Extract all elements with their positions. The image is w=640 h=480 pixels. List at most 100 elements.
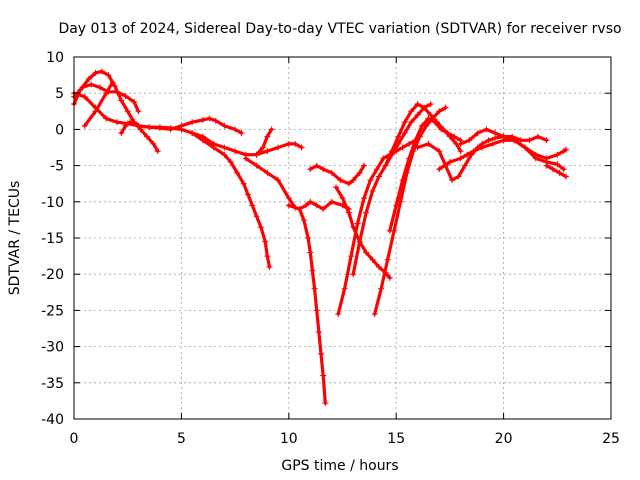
data-point — [378, 285, 385, 292]
data-point — [249, 202, 256, 209]
data-point — [307, 198, 314, 205]
data-point — [532, 151, 539, 158]
series-arc-14 — [371, 104, 449, 318]
data-point — [534, 133, 541, 140]
data-point — [232, 148, 239, 155]
data-point — [489, 140, 496, 147]
data-point — [92, 69, 99, 76]
data-point — [253, 162, 260, 169]
data-point — [113, 88, 120, 95]
data-point — [135, 108, 142, 115]
grid — [74, 57, 611, 419]
data-point — [88, 81, 95, 88]
data-point — [560, 166, 567, 173]
data-point — [292, 140, 299, 147]
series-line — [255, 142, 304, 157]
data-point — [221, 144, 228, 151]
data-point — [98, 68, 105, 75]
data-point — [412, 137, 419, 144]
data-point — [244, 191, 251, 198]
data-point — [446, 158, 453, 165]
data-point — [393, 202, 400, 209]
data-point — [554, 161, 561, 168]
data-point — [320, 166, 327, 173]
data-point — [146, 124, 153, 131]
data-point — [457, 140, 464, 147]
data-point — [337, 177, 344, 184]
data-point — [124, 108, 131, 115]
data-point — [339, 195, 346, 202]
data-point — [345, 209, 352, 216]
y-tick-label: 0 — [55, 122, 64, 138]
data-point — [401, 130, 408, 137]
x-tick-label: 0 — [70, 431, 79, 447]
data-point — [221, 122, 228, 129]
data-point — [105, 72, 112, 79]
data-point — [150, 140, 157, 147]
data-point — [309, 267, 316, 274]
data-point — [367, 177, 374, 184]
series-line — [459, 127, 506, 146]
data-point — [221, 151, 228, 158]
data-point — [227, 158, 234, 165]
data-point — [356, 169, 363, 176]
data-point — [369, 256, 376, 263]
series-arc-3 — [71, 81, 142, 115]
data-point — [408, 108, 415, 115]
series-line — [190, 131, 272, 269]
data-point — [436, 108, 443, 115]
axis-ticks: 0 5 10 15 20 25 10 5 0 -5 -10 -15 -20 -25 -30 -35 -40 — [41, 50, 620, 447]
data-point — [436, 166, 443, 173]
data-point — [418, 122, 425, 129]
y-tick-label: -15 — [41, 231, 64, 247]
data-point — [354, 220, 361, 227]
data-point — [474, 130, 481, 137]
data-point — [500, 133, 507, 140]
y-axis-label: SDTVAR / TECUs — [7, 181, 23, 296]
data-point — [401, 119, 408, 126]
data-point — [257, 224, 264, 231]
data-point — [238, 130, 245, 137]
data-point — [371, 311, 378, 318]
data-point — [492, 135, 499, 142]
data-point — [382, 162, 389, 169]
data-point — [442, 104, 449, 111]
data-point — [425, 115, 432, 122]
series-arc-7 — [242, 155, 329, 407]
data-point — [414, 111, 421, 118]
x-tick-label: 15 — [387, 431, 405, 447]
data-point — [305, 235, 312, 241]
y-tick-label: -10 — [41, 195, 64, 211]
data-point — [320, 372, 327, 379]
data-point — [461, 162, 468, 169]
data-point — [253, 151, 260, 158]
data-point — [253, 213, 260, 220]
data-point — [113, 119, 120, 126]
data-point — [262, 238, 269, 245]
y-tick-label: -5 — [50, 159, 64, 175]
data-point — [275, 144, 282, 151]
data-point — [479, 144, 486, 151]
data-point — [408, 119, 415, 126]
data-point — [562, 146, 569, 153]
x-tick-label: 5 — [177, 431, 186, 447]
data-point — [154, 148, 161, 155]
y-tick-label: -25 — [41, 303, 64, 319]
data-point — [414, 101, 421, 108]
y-tick-label: -30 — [41, 340, 64, 356]
y-tick-label: -35 — [41, 376, 64, 392]
data-point — [307, 249, 314, 256]
data-point — [399, 177, 406, 184]
data-point — [109, 79, 116, 86]
data-point — [421, 104, 428, 111]
data-point — [388, 148, 395, 155]
series-line — [334, 185, 392, 280]
data-point — [298, 144, 305, 151]
data-point — [275, 177, 282, 184]
data-point — [517, 137, 524, 144]
x-tick-label: 20 — [495, 431, 513, 447]
data-point — [341, 285, 348, 292]
data-point — [313, 202, 320, 209]
data-point — [335, 311, 342, 318]
data-point — [333, 184, 340, 191]
